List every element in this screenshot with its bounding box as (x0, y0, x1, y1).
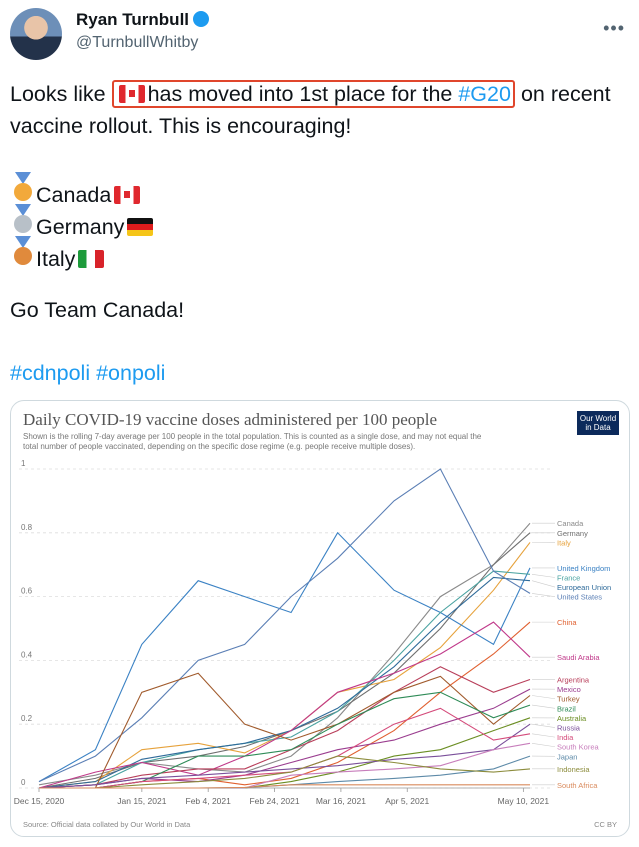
series-line (38, 576, 531, 789)
series-line (38, 723, 531, 789)
legend-label: Saudi Arabia (557, 653, 600, 662)
ranking-row: Germany (10, 204, 156, 240)
legend-label: South Korea (557, 743, 600, 752)
legend-label: Germany (557, 529, 588, 538)
y-tick-label: 0.6 (21, 587, 33, 596)
tweet-rest: on recent vaccine rollout. This is encou… (10, 82, 611, 138)
chart-license: CC BY (594, 820, 617, 829)
legend-label: United States (557, 593, 602, 602)
series-line (39, 755, 531, 789)
tweet-highlight: has moved into 1st place for the (147, 82, 453, 106)
legend-label: Mexico (557, 685, 581, 694)
tweet-intro: Looks like (10, 82, 106, 106)
series-line (38, 522, 531, 786)
verified-badge (193, 11, 210, 27)
legend-connector (531, 593, 556, 597)
author-name-text[interactable]: Ryan Turnbull (76, 10, 190, 29)
legend-label: Canada (557, 519, 584, 528)
hashtags: #cdnpoli #onpoli (10, 361, 165, 386)
legend-connector (531, 723, 556, 728)
legend-label: Russia (557, 724, 581, 733)
legend-connector (531, 733, 556, 738)
x-tick-label: Dec 15, 2020 (14, 796, 65, 806)
chart: Daily COVID-19 vaccine doses administere… (14, 410, 619, 829)
legend-label: Italy (557, 538, 571, 547)
x-tick-label: Mar 16, 2021 (316, 796, 366, 806)
flag-canada (118, 85, 145, 103)
series-line (38, 531, 531, 783)
more-button[interactable]: ••• (603, 18, 625, 38)
chart-subtitle: Shown is the rolling 7-day average per 1… (23, 432, 482, 441)
hashtag[interactable]: #cdnpoli (10, 361, 91, 385)
chart-source: Source: Official data collated by Our Wo… (23, 820, 191, 829)
chart-subtitle: total number of people vaccinated, depen… (23, 442, 415, 451)
flag-italy (78, 250, 105, 268)
highlight-box: has moved into 1st place for the #G20 (111, 80, 515, 108)
medal-silver (14, 204, 32, 233)
y-tick-label: 1 (21, 459, 26, 468)
cheer: Go Team Canada! (10, 298, 185, 322)
y-tick-label: 0.8 (21, 523, 33, 532)
x-tick-label: Feb 24, 2021 (249, 796, 299, 806)
logo-text: in Data (585, 423, 611, 432)
avatar[interactable] (10, 8, 62, 60)
series-line (38, 570, 531, 789)
legend-connector (531, 704, 556, 709)
flag-germany (127, 218, 154, 236)
legend-label: Turkey (557, 695, 580, 704)
legend-label: Argentina (557, 676, 590, 685)
x-tick-label: Apr 5, 2021 (385, 796, 429, 806)
legend-connector (531, 743, 556, 748)
legend-label: India (557, 733, 574, 742)
ranking-country: Canada (36, 183, 112, 207)
legend-label: Japan (557, 752, 577, 761)
series-line (39, 672, 531, 789)
legend-label: Brazil (557, 704, 576, 713)
ranking-row: Canada (10, 172, 143, 208)
legend-label: Australia (557, 714, 587, 723)
legend-label: China (557, 618, 577, 627)
ranking-country: Italy (36, 247, 76, 271)
legend-label: United Kingdom (557, 564, 610, 573)
legend-label: France (557, 573, 580, 582)
legend-connector (531, 580, 556, 588)
hashtag[interactable]: #G20 (458, 82, 511, 106)
y-tick-label: 0.4 (21, 650, 33, 659)
medal-gold (14, 172, 32, 201)
tweet-text: Looks like has moved into 1st place for … (10, 78, 635, 142)
series-line (39, 784, 530, 789)
series-line (38, 621, 531, 789)
hashtag[interactable]: #onpoli (96, 361, 166, 385)
series-line (38, 468, 531, 783)
legend-connector (531, 695, 556, 700)
y-tick-label: 0 (21, 778, 26, 787)
legend-label: Indonesia (557, 765, 590, 774)
legend-label: South Africa (557, 781, 598, 790)
chart-card[interactable]: Daily COVID-19 vaccine doses administere… (10, 400, 630, 837)
chart-title: Daily COVID-19 vaccine doses administere… (23, 410, 437, 429)
x-tick-label: May 10, 2021 (498, 796, 550, 806)
flag-canada (114, 186, 141, 204)
x-tick-label: Feb 4, 2021 (186, 796, 232, 806)
logo-text: Our World (580, 414, 616, 423)
medal-bronze (14, 236, 32, 265)
y-tick-label: 0.2 (21, 714, 33, 723)
ranking-country: Germany (36, 215, 125, 239)
author-name[interactable]: Ryan Turnbull (76, 10, 210, 30)
series-line (39, 621, 531, 789)
logo-box (577, 411, 619, 435)
legend-connector (531, 573, 556, 578)
x-tick-label: Jan 15, 2021 (117, 796, 166, 806)
author-handle[interactable]: @TurnbullWhitby (76, 34, 199, 51)
legend-label: European Union (557, 583, 611, 592)
ranking-row: Italy (10, 236, 107, 272)
